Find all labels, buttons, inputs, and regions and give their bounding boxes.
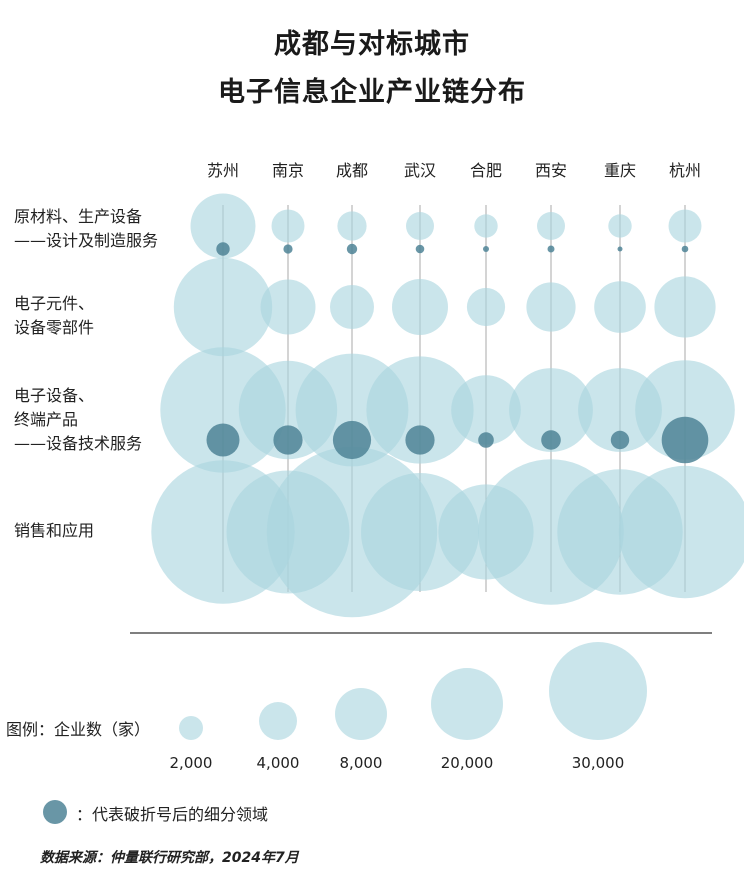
city-header-武汉: 武汉: [404, 161, 436, 180]
subfield-dot-devices-重庆: [610, 430, 630, 450]
legend-label-2,000: 2,000: [170, 754, 213, 772]
row-label-devices-line1: 电子设备、: [14, 386, 95, 405]
subfield-dot-devices-西安: [541, 430, 561, 450]
subfield-dot-devices-杭州: [661, 416, 709, 464]
bubble-raw-成都: [337, 211, 367, 241]
city-header-杭州: 杭州: [669, 161, 701, 180]
subfield-dot-raw-杭州: [681, 245, 689, 253]
bubble-raw-苏州: [190, 193, 256, 259]
legend-bubble-8,000: [335, 688, 387, 740]
bubble-components-苏州: [173, 257, 273, 357]
bubble-raw-武汉: [406, 212, 434, 240]
row-label-components: 电子元件、 设备零部件: [14, 292, 94, 340]
bubble-components-杭州: [654, 276, 716, 338]
subfield-dot-devices-合肥: [478, 432, 494, 448]
row-label-sales: 销售和应用: [14, 519, 94, 543]
legend-bubble-2,000: [179, 716, 203, 740]
city-header-苏州: 苏州: [207, 161, 239, 180]
city-header-南京: 南京: [272, 161, 304, 180]
row-label-devices-line3: ——设备技术服务: [14, 434, 143, 453]
legend-title: 图例：企业数（家）: [6, 720, 151, 739]
bubble-devices-杭州: [635, 360, 735, 460]
bubble-devices-合肥: [451, 375, 521, 445]
source-note: 数据来源：仲量联行研究部，2024年7月: [40, 850, 299, 866]
subfield-dot-raw-重庆: [617, 246, 623, 252]
row-label-devices-line2: 终端产品: [14, 410, 79, 429]
row-label-raw-line2: ——设计及制造服务: [14, 231, 159, 250]
row-label-raw: 原材料、生产设备 ——设计及制造服务: [14, 205, 158, 253]
bubble-raw-重庆: [608, 214, 632, 238]
bubble-raw-西安: [537, 212, 565, 240]
legend-bubble-4,000: [259, 702, 297, 740]
bubble-devices-西安: [509, 368, 593, 452]
row-label-components-line2: 设备零部件: [14, 318, 95, 337]
bubble-devices-武汉: [366, 356, 474, 464]
subfield-dot-devices-苏州: [206, 423, 240, 457]
subfield-dot-devices-成都: [332, 420, 372, 460]
subfield-dot-devices-南京: [273, 425, 303, 455]
legend-label-30,000: 30,000: [572, 754, 625, 772]
legend-subfield-note: ：代表破折号后的细分领域: [76, 805, 269, 824]
city-header-重庆: 重庆: [604, 161, 636, 180]
bubble-components-南京: [260, 279, 316, 335]
bubble-components-西安: [526, 282, 576, 332]
subfield-dot-raw-武汉: [415, 244, 425, 254]
chart-title-line2: 电子信息企业产业链分布: [218, 77, 526, 108]
chart-title-line1: 成都与对标城市: [274, 29, 470, 60]
row-label-components-line1: 电子元件、: [14, 294, 95, 313]
row-label-sales-line1: 销售和应用: [14, 521, 95, 540]
bubble-components-合肥: [466, 287, 506, 327]
subfield-dot-raw-合肥: [483, 246, 489, 252]
subfield-dot-raw-南京: [283, 244, 293, 254]
bubble-raw-南京: [271, 209, 305, 243]
city-header-西安: 西安: [535, 161, 567, 180]
bubble-components-武汉: [392, 279, 448, 335]
city-header-成都: 成都: [336, 161, 368, 180]
legend-label-4,000: 4,000: [257, 754, 300, 772]
legend-label-8,000: 8,000: [340, 754, 383, 772]
subfield-dot-devices-武汉: [405, 425, 435, 455]
bubble-raw-合肥: [474, 214, 498, 238]
legend-label-20,000: 20,000: [441, 754, 494, 772]
row-label-raw-line1: 原材料、生产设备: [14, 207, 143, 226]
bubble-components-重庆: [594, 281, 646, 333]
subfield-dot-raw-成都: [346, 243, 358, 255]
subfield-dot-raw-苏州: [216, 242, 230, 256]
bubble-components-成都: [330, 285, 374, 329]
legend-subfield-dot: [43, 800, 67, 824]
subfield-dot-raw-西安: [547, 245, 555, 253]
row-label-devices: 电子设备、 终端产品 ——设备技术服务: [14, 384, 142, 456]
legend-bubble-30,000: [549, 642, 647, 740]
legend-bubble-20,000: [431, 668, 503, 740]
city-header-合肥: 合肥: [470, 161, 502, 180]
bubble-sales-杭州: [618, 465, 744, 599]
bubble-raw-杭州: [668, 209, 702, 243]
